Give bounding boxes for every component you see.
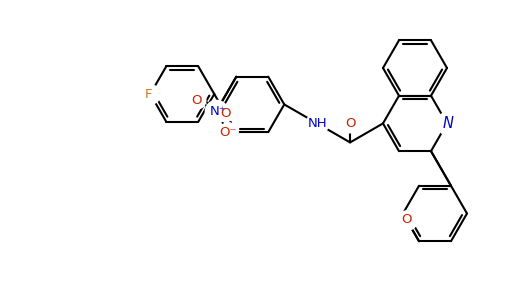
Text: O: O xyxy=(220,107,231,120)
Text: O: O xyxy=(402,213,412,226)
Text: O: O xyxy=(345,117,355,130)
Text: O: O xyxy=(191,94,202,107)
Text: N: N xyxy=(442,116,453,131)
Text: NH: NH xyxy=(307,117,327,130)
Text: O⁻: O⁻ xyxy=(220,126,237,139)
Text: N⁺: N⁺ xyxy=(210,105,226,118)
Text: F: F xyxy=(144,88,152,101)
